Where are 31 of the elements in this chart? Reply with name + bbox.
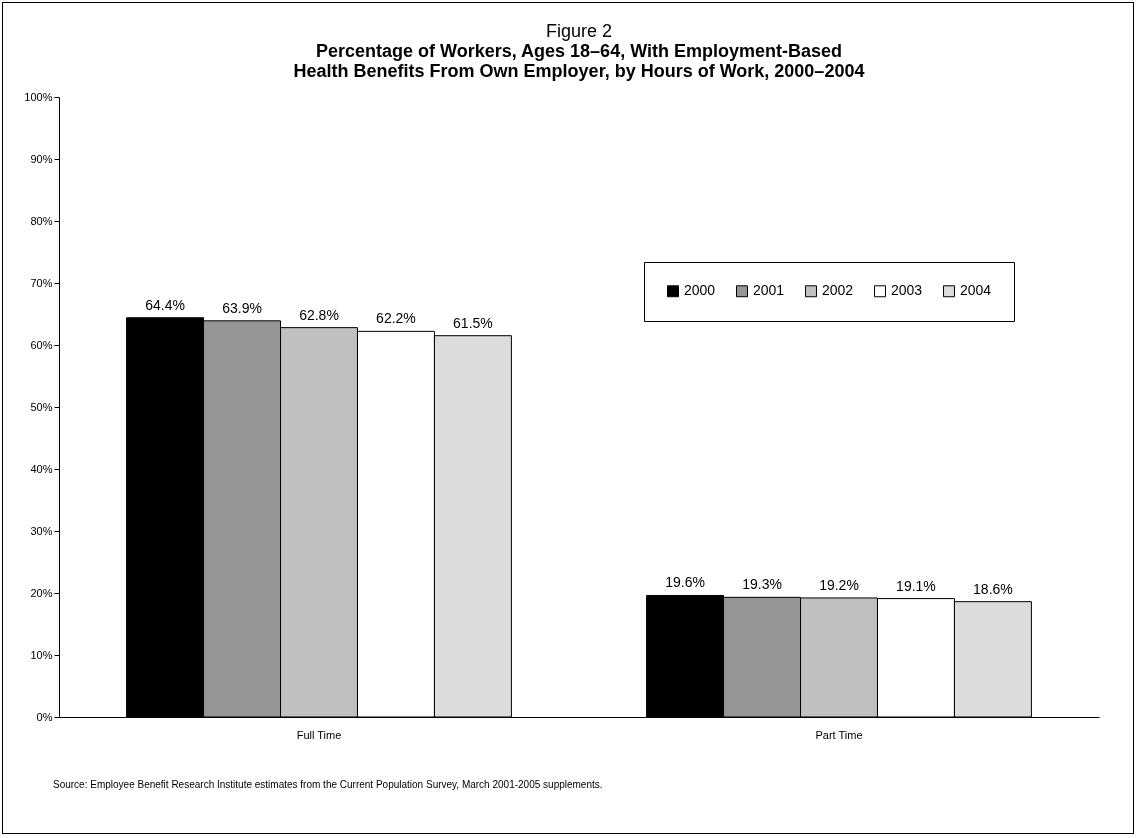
source-note: Source: Employee Benefit Research Institute estimates from the Current Population Survey, March 2001-2005 supplements. — [53, 779, 603, 790]
text: 63.9% — [222, 299, 262, 316]
y-tick-label: 100% — [24, 90, 53, 103]
y-tick-label: 20% — [30, 586, 53, 599]
chart-subtitle: Percentage of Workers, Ages 18–64, With Employment-Based Health Benefits From Own Employer, by Hours of Work, 2000–2004 — [293, 41, 865, 81]
text: 19.1% — [896, 577, 936, 594]
legend-label: 2001 — [753, 282, 785, 299]
text: 62.8% — [299, 306, 339, 323]
text: 18.6% — [973, 580, 1013, 597]
y-tick-label: 0% — [36, 710, 53, 723]
x-tick-label: Full Time — [296, 728, 342, 741]
text: 19.3% — [742, 576, 782, 593]
y-tick-label: 10% — [30, 648, 53, 661]
x-tick-label: Part Time — [815, 728, 863, 741]
text: 64.4% — [145, 296, 185, 313]
legend-label: 2000 — [684, 282, 716, 299]
y-tick-label: 30% — [30, 524, 53, 537]
y-tick-label: 70% — [30, 276, 53, 289]
y-tick-label: 40% — [30, 462, 53, 475]
chart-title: Figure 2 — [545, 21, 613, 41]
legend-label: 2002 — [822, 282, 854, 299]
y-tick-label: 90% — [30, 152, 53, 165]
legend-label: 2004 — [960, 282, 992, 299]
text: 61.5% — [453, 314, 493, 331]
y-tick-label: 50% — [30, 400, 53, 413]
text: 19.2% — [819, 576, 859, 593]
y-tick-label: 80% — [30, 214, 53, 227]
y-tick-label: 60% — [30, 338, 53, 351]
text: 62.2% — [376, 310, 416, 327]
legend-label: 2003 — [891, 282, 923, 299]
text: 19.6% — [665, 574, 705, 591]
